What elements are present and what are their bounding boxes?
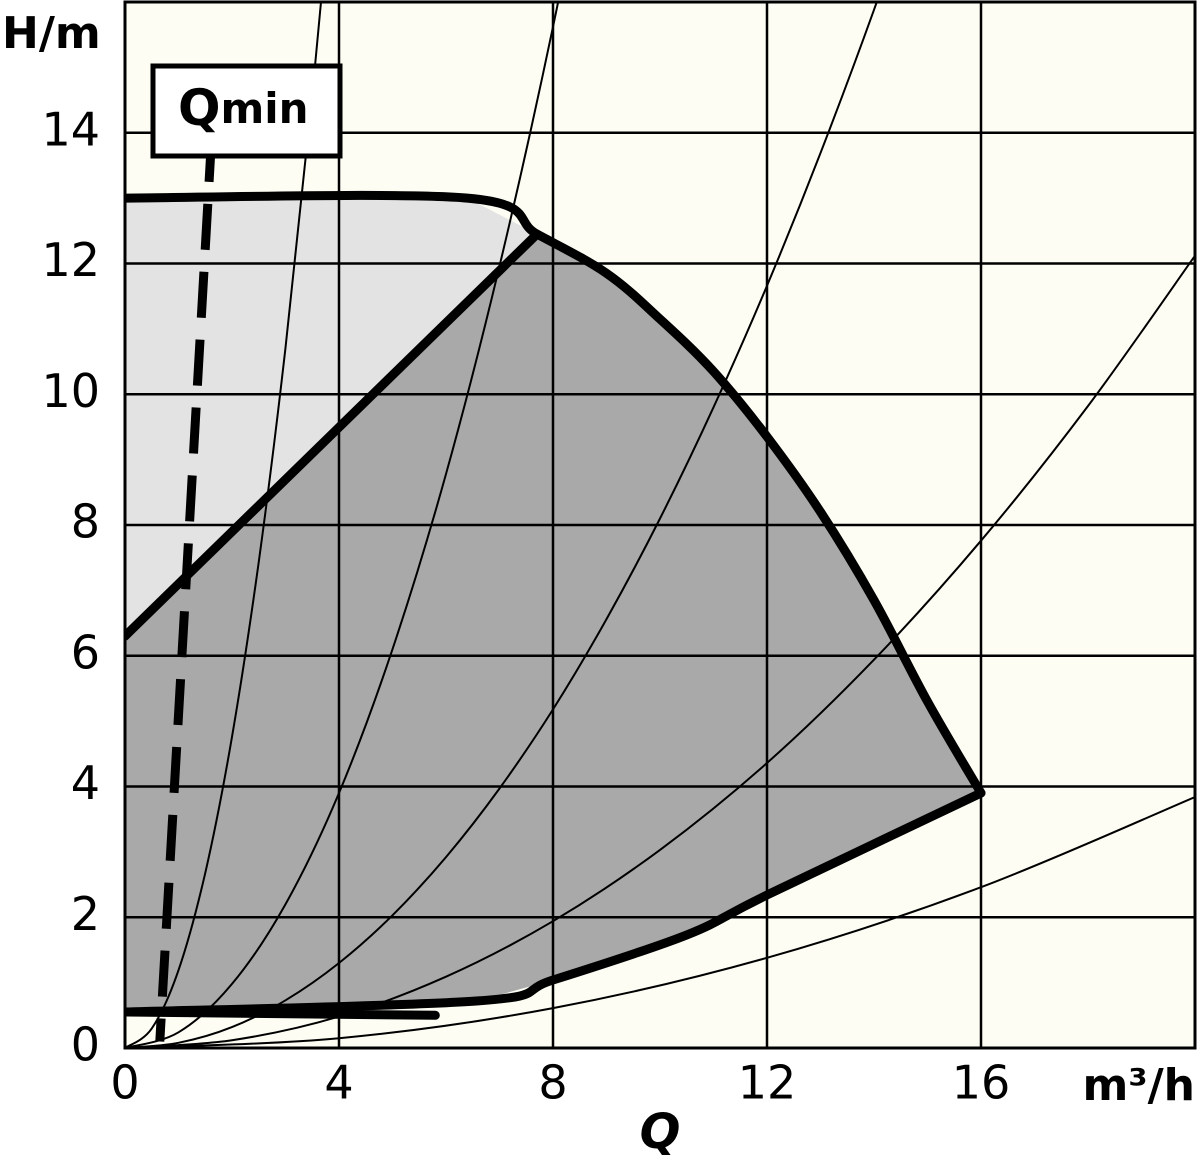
system-curve (125, 2, 560, 1048)
system-curve (125, 255, 1195, 1048)
x-tick-label: 16 (952, 1056, 1011, 1110)
y-tick-label: 12 (41, 233, 100, 287)
qmin-line (155, 135, 217, 1042)
x-axis-unit: m³/h (1082, 1060, 1195, 1111)
y-axis-label: H/m (2, 8, 101, 59)
y-tick-label: 2 (71, 887, 100, 941)
y-tick-label: 10 (41, 364, 100, 418)
y-tick-label: 6 (71, 625, 100, 679)
plot-frame (123, 0, 1197, 1050)
x-tick-label: 8 (538, 1056, 567, 1110)
x-tick-label: 4 (324, 1056, 353, 1110)
operating-area (125, 198, 537, 637)
qmin-sub: min (221, 84, 309, 133)
qmin-text: Qmin (178, 79, 309, 137)
qmin-q: Q (178, 79, 221, 137)
x-tick-label: 12 (738, 1056, 797, 1110)
y-tick-label: 8 (71, 495, 100, 549)
y-tick-label: 14 (41, 102, 100, 156)
system-curve (125, 796, 1195, 1048)
envelope-line (125, 229, 542, 641)
x-axis-label: Q (640, 1104, 681, 1160)
envelope-line (125, 1007, 440, 1020)
envelope-line (125, 788, 986, 1017)
envelope-line (125, 190, 986, 798)
x-tick-label: 0 (110, 1056, 139, 1110)
y-tick-label: 0 (71, 1018, 100, 1072)
y-tick-label: 4 (71, 756, 100, 810)
system-curve (125, 2, 878, 1048)
plot-area (125, 2, 1195, 1048)
qmin-box (150, 63, 343, 159)
qmin-label: Qmin (150, 63, 343, 159)
